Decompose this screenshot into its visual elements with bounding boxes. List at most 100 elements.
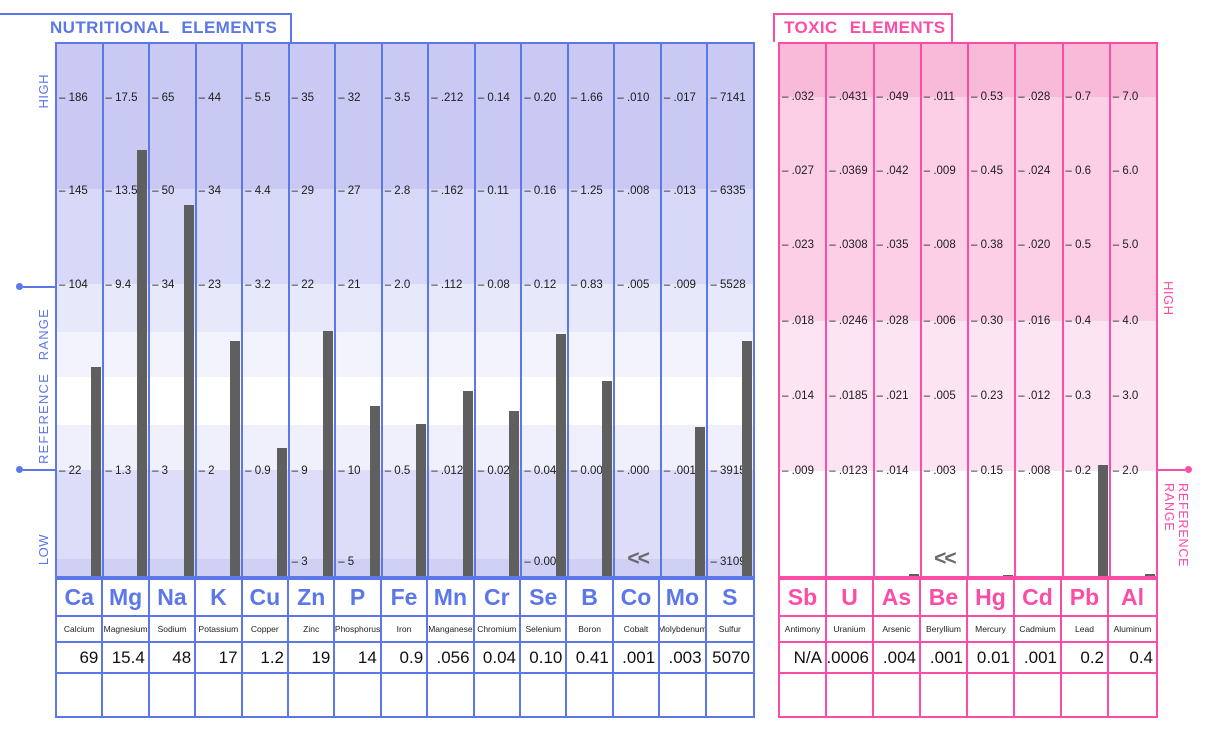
element-name: Manganese [428, 617, 475, 643]
nutritional-plot: – 186 – 145 – 104 – 22 – 17.5 – 13.5 – 9.4 – 1.… [55, 42, 755, 578]
tick-label: – .0308 [829, 239, 868, 251]
element-symbol: Na [149, 580, 197, 617]
element-name: Calcium [57, 617, 104, 643]
tick-label: – 34 [198, 185, 221, 197]
column-cd: – .028 – .024 – .020 – .016 – .012 – .008 [1016, 44, 1064, 576]
tick-label: – 22 [291, 279, 315, 291]
column-sb: – .032 – .027 – .023 – .018 – .014 – .009 [780, 44, 828, 576]
column-be: – .011 – .009 – .008 – .006 – .005 – .003 << [922, 44, 969, 576]
tick-label: – 21 [338, 279, 361, 291]
element-result: .004 [874, 643, 921, 674]
tick-label: – .0185 [829, 390, 868, 402]
element-name: Boron [567, 617, 614, 643]
element-symbol: Mg [103, 580, 150, 617]
element-result: N/A [780, 643, 827, 674]
column-se: – 0.20 – 0.16 – 0.12 – 0.04 – 0.00 [522, 44, 569, 576]
tick-label: – 5 [338, 556, 355, 568]
nutritional-title: NUTRITIONAL ELEMENTS [50, 18, 278, 37]
element-result: .001 [613, 643, 661, 674]
empty-cell [382, 674, 429, 716]
column-mn: – .212 – .162 – .112 – .012 [429, 44, 476, 576]
tick-label: – 0.6 [1065, 165, 1092, 177]
element-result: 0.01 [968, 643, 1015, 674]
empty-cell [335, 674, 382, 716]
tick-label: – 0.7 [1065, 91, 1092, 103]
reference-range-line [1158, 469, 1185, 471]
element-symbol: Hg [968, 580, 1015, 617]
toxic-plot: – .032– .027– .023– .018– .014– .009– .0… [778, 42, 1158, 578]
element-symbol: Ca [57, 580, 104, 617]
element-name: Phosphorus [335, 617, 382, 643]
tick-label: – 0.2 [1065, 465, 1092, 477]
column-mg: – 17.5 – 13.5 – 9.4 – 1.3 [104, 44, 151, 576]
tick-label: – 0.15 [971, 465, 1003, 477]
element-symbol: Sb [780, 580, 827, 617]
tick-label: – 2.8 [384, 185, 411, 197]
tick-label: – 27 [338, 185, 361, 197]
element-name: Magnesium [103, 617, 150, 643]
tick-label: – .008 [923, 239, 956, 251]
empty-cell [968, 674, 1015, 716]
tick-label: – 3915 [710, 465, 746, 477]
column-fe: – 3.5 – 2.8 – 2.0 – 0.5 [383, 44, 430, 576]
result-bar-mo [695, 427, 706, 576]
result-bar-mg [137, 150, 148, 576]
nutritional-title-tab: NUTRITIONAL ELEMENTS [0, 13, 292, 42]
element-name: Cadmium [1015, 617, 1062, 643]
tick-label: – 0.45 [971, 165, 1003, 177]
result-bar-s [741, 341, 752, 576]
tick-label: – 1.25 [570, 185, 603, 197]
tick-label: – 0.02 [477, 465, 510, 477]
element-symbol: Cu [242, 580, 289, 617]
empty-cell [921, 674, 968, 716]
tick-label: – 2.0 [384, 279, 411, 291]
empty-cell [780, 674, 827, 716]
tick-label: – .000 [617, 465, 650, 477]
toxic-table: Sb U As Be Hg Cd Pb Al Antimony Uranium Arsenic Ber… [778, 578, 1158, 718]
tick-label: – 3 [291, 556, 308, 568]
element-symbol: U [827, 580, 874, 617]
tick-label: – .009 [923, 165, 956, 177]
tick-label: – 3109 [710, 556, 746, 568]
tick-label: – .014 [876, 465, 909, 477]
element-symbol: Cr [474, 580, 521, 617]
column-ca: – 186 – 145 – 104 – 22 [57, 44, 104, 576]
result-bar-zn [323, 331, 334, 576]
result-bar-k [230, 341, 241, 576]
element-name: Antimony [780, 617, 827, 643]
element-result: 19 [289, 643, 336, 674]
empty-cell [289, 674, 336, 716]
tick-label: – .023 [782, 239, 814, 251]
tick-label: – .027 [782, 165, 814, 177]
element-symbol: Zn [289, 580, 336, 617]
tick-label: – 10 [338, 465, 361, 477]
tick-label: – 0.5 [1065, 239, 1092, 251]
element-symbol: Pb [1062, 580, 1109, 617]
tick-label: – 3.2 [245, 279, 271, 291]
result-bar-hg [1003, 575, 1014, 576]
element-result: 0.04 [474, 643, 521, 674]
tick-label: – .005 [923, 390, 956, 402]
element-symbol: Se [521, 580, 568, 617]
tick-label: – 2.0 [1112, 465, 1139, 477]
tick-label: – 0.04 [524, 465, 557, 477]
empty-cell [660, 674, 707, 716]
element-name: Potassium [196, 617, 243, 643]
tick-label: – 0.38 [971, 239, 1003, 251]
tick-label: – 44 [198, 92, 221, 104]
tick-label: – 5.5 [245, 92, 271, 104]
column-as: – .049 – .042 – .035 – .028 – .021 – .014 [875, 44, 922, 576]
element-name: Lead [1062, 617, 1109, 643]
result-bar-cr [509, 411, 520, 576]
element-name: Selenium [521, 617, 568, 643]
empty-cell [1062, 674, 1109, 716]
tick-label: – .0431 [829, 91, 868, 103]
column-p: – 32 – 27 – 21 – 10 – 5 [336, 44, 383, 576]
tick-label: – 0.16 [524, 185, 557, 197]
tick-label: – .028 [876, 315, 909, 327]
tick-label: – 5528 [710, 279, 746, 291]
tick-label: – 0.53 [971, 91, 1003, 103]
column-hg: – 0.53 – 0.45 – 0.38 – 0.30 – 0.23 – 0.15 [969, 44, 1017, 576]
empty-cell [1015, 674, 1062, 716]
